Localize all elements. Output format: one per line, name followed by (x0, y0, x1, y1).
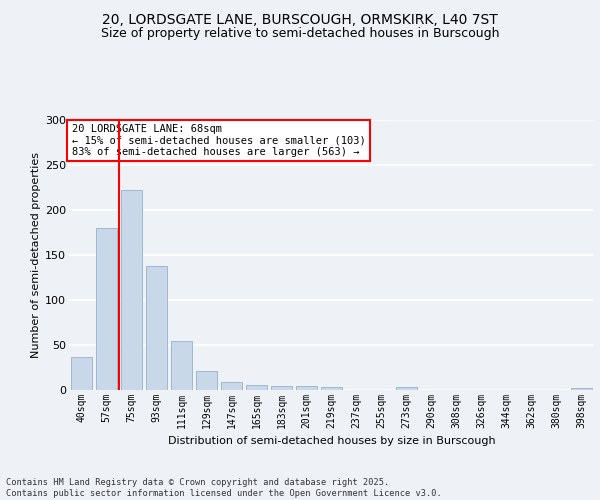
Bar (196, 371, 217, 390)
Y-axis label: Number of semi-detached properties: Number of semi-detached properties (31, 152, 41, 358)
Text: 20 LORDSGATE LANE: 68sqm
← 15% of semi-detached houses are smaller (103)
83% of : 20 LORDSGATE LANE: 68sqm ← 15% of semi-d… (71, 124, 365, 157)
Bar (171, 340, 192, 390)
Bar (121, 190, 142, 390)
Bar (146, 266, 167, 390)
Bar (321, 388, 342, 390)
Bar (96, 228, 117, 390)
Bar (71, 356, 92, 390)
Text: Contains HM Land Registry data © Crown copyright and database right 2025.
Contai: Contains HM Land Registry data © Crown c… (6, 478, 442, 498)
Bar (296, 386, 317, 390)
Bar (396, 388, 417, 390)
Bar (571, 388, 592, 390)
Text: Size of property relative to semi-detached houses in Burscough: Size of property relative to semi-detach… (101, 28, 499, 40)
Text: 20, LORDSGATE LANE, BURSCOUGH, ORMSKIRK, L40 7ST: 20, LORDSGATE LANE, BURSCOUGH, ORMSKIRK,… (102, 12, 498, 26)
Bar (221, 382, 242, 390)
Bar (246, 384, 267, 390)
Bar (271, 386, 292, 390)
X-axis label: Distribution of semi-detached houses by size in Burscough: Distribution of semi-detached houses by … (167, 436, 496, 446)
